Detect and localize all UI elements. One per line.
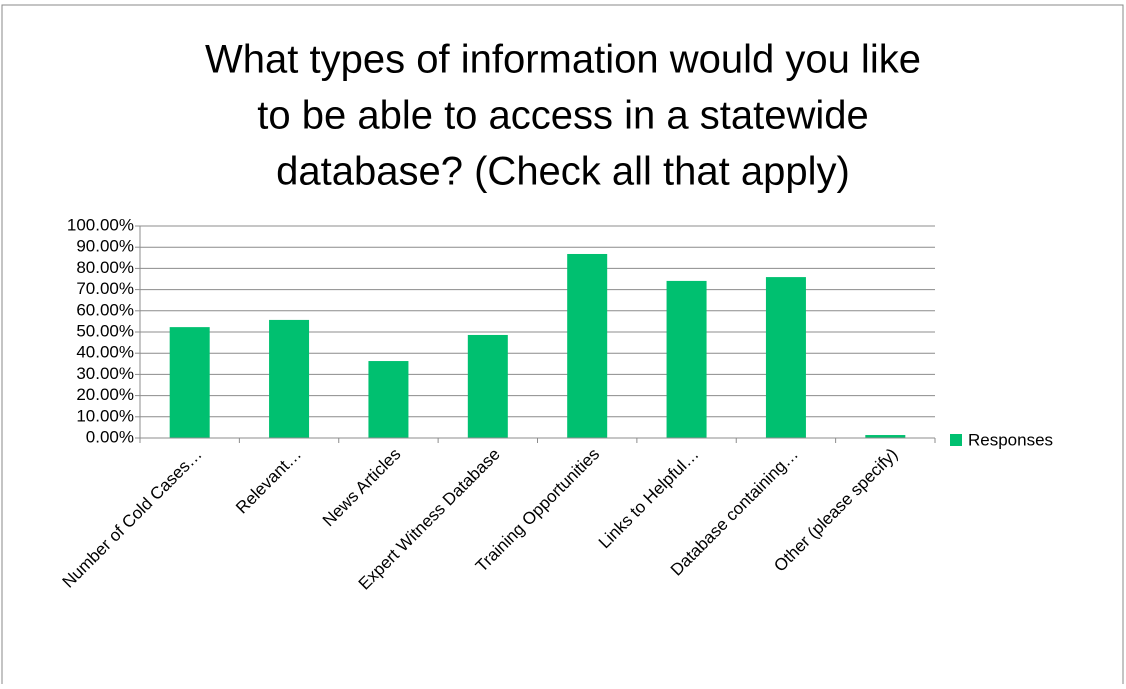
y-tick-label: 70.00% [76,279,134,298]
chart-title: What types of information would you like [205,38,921,82]
y-tick-label: 0.00% [86,427,134,446]
legend-swatch [950,434,962,446]
y-tick-label: 10.00% [76,406,134,425]
y-tick-label: 80.00% [76,258,134,277]
y-tick-label: 40.00% [76,343,134,362]
bar [269,319,310,438]
chart-title: to be able to access in a statewide [257,94,868,138]
y-tick-label: 100.00% [67,215,134,234]
y-tick-label: 50.00% [76,321,134,340]
bar [865,435,906,438]
chart-title: database? (Check all that apply) [276,150,850,194]
y-tick-label: 60.00% [76,300,134,319]
bar [567,253,608,438]
bar [368,361,409,438]
bar [765,277,806,438]
bar [666,280,707,438]
y-tick-label: 20.00% [76,385,134,404]
y-tick-label: 30.00% [76,364,134,383]
y-tick-label: 90.00% [76,237,134,256]
bar [169,327,210,438]
legend-label: Responses [968,430,1053,449]
bar [467,334,508,438]
